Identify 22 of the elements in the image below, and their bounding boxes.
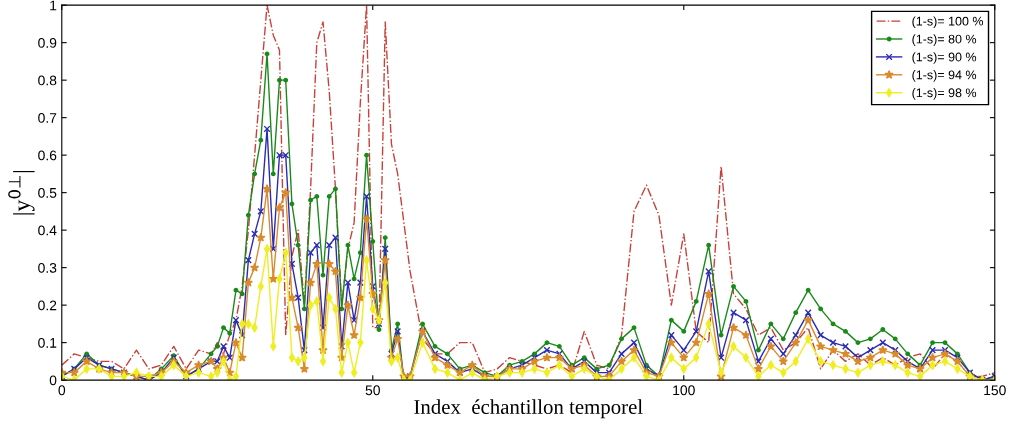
x-axis-title: Index échantillon temporel <box>414 399 643 419</box>
y-tick-label: 0.7 <box>38 112 57 123</box>
legend-label: (1-s)= 98 % <box>912 88 977 100</box>
y-axis-title: |y$^{0⊥}$| <box>8 170 35 215</box>
y-tick-label: 0 <box>49 375 57 386</box>
y-tick-label: 0.6 <box>38 150 57 161</box>
legend-label: (1-s)= 100 % <box>912 16 984 29</box>
y-tick-label: 0.5 <box>38 187 57 198</box>
legend-label: (1-s)= 94 % <box>912 70 977 82</box>
y-tick-label: 0.3 <box>38 262 57 273</box>
y-tick-label: 0.9 <box>38 37 57 48</box>
y-tick-label: 0.4 <box>38 225 57 236</box>
x-tick-label: 50 <box>365 385 380 396</box>
y-tick-label: 1 <box>50 0 57 11</box>
y-tick-label: 0.8 <box>38 75 57 86</box>
legend-label: (1-s)= 90 % <box>912 52 977 64</box>
x-tick-label: 150 <box>984 385 1006 396</box>
y-tick-label: 0.1 <box>38 337 57 348</box>
y-tick-label: 0.2 <box>38 300 57 311</box>
x-tick-label: 0 <box>58 385 66 396</box>
legend-label: (1-s)= 80 % <box>912 34 977 46</box>
x-tick-label: 100 <box>673 385 695 396</box>
